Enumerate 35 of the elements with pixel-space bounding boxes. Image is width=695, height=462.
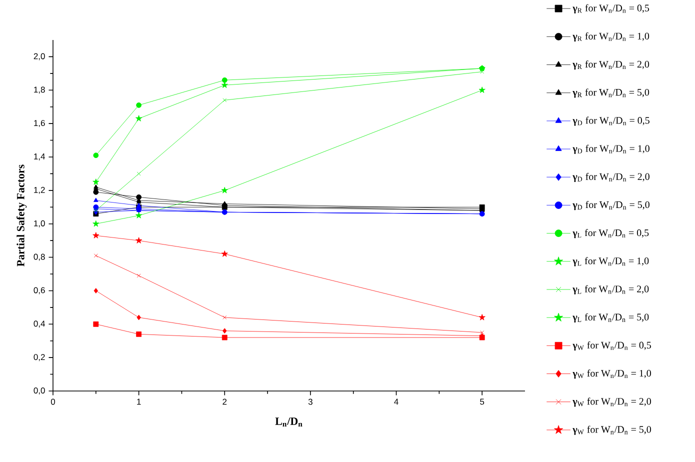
y-tick-label: 1,0 bbox=[34, 220, 45, 228]
x-tick-label: 1 bbox=[137, 398, 141, 405]
y-tick-label: 0,2 bbox=[34, 354, 45, 362]
y-tick-label: 0,6 bbox=[34, 287, 45, 294]
legend-label: γ$_{L}$ for W$_{n}$/D$_{n}$ = 5,0 bbox=[572, 313, 649, 322]
legend-label: γ$_{R}$ for W$_{n}$/D$_{n}$ = 1,0 bbox=[572, 32, 650, 42]
legend-label: γ$_{D}$ for W$_{n}$/D$_{n}$ = 2,0 bbox=[572, 172, 650, 182]
legend-label: γ$_{D}$ for W$_{n}$/D$_{n}$ = 0,5 bbox=[572, 116, 650, 126]
x-tick-label: 5 bbox=[480, 398, 484, 405]
x-tick-label: 3 bbox=[308, 398, 312, 405]
legend-label: γ$_{R}$ for W$_{n}$/D$_{n}$ = 2,0 bbox=[572, 60, 650, 70]
legend-label: γ$_{R}$ for W$_{n}$/D$_{n}$ = 0,5 bbox=[572, 4, 650, 14]
x-tick-label: 0 bbox=[50, 398, 56, 405]
y-tick-label: 2,0 bbox=[34, 53, 45, 60]
x-tick-label: 2 bbox=[222, 398, 227, 405]
y-tick-label: 1,8 bbox=[34, 86, 45, 94]
legend-label: γ$_{W}$ for W$_{n}$/D$_{n}$ = 2,0 bbox=[572, 398, 651, 407]
y-tick-label: 0,8 bbox=[34, 254, 45, 261]
legend-label: γ$_{R}$ for W$_{n}$/D$_{n}$ = 5,0 bbox=[572, 88, 650, 98]
text: L$_{n}$/D$_{n}$ bbox=[275, 418, 302, 426]
legend-label: γ$_{L}$ for W$_{n}$/D$_{n}$ = 2,0 bbox=[572, 285, 649, 294]
legend-label: γ$_{W}$ for W$_{n}$/D$_{n}$ = 0,5 bbox=[572, 341, 651, 351]
y-tick-label: 0,0 bbox=[34, 388, 45, 394]
legend-label: γ$_{L}$ for W$_{n}$/D$_{n}$ = 0,5 bbox=[572, 229, 649, 238]
legend-label: γ$_{D}$ for W$_{n}$/D$_{n}$ = 5,0 bbox=[572, 200, 650, 210]
legend-label: γ$_{L}$ for W$_{n}$/D$_{n}$ = 1,0 bbox=[572, 257, 649, 266]
y-tick-label: 0,4 bbox=[34, 320, 45, 328]
y-tick-label: 1,4 bbox=[34, 154, 45, 160]
legend-label: γ$_{W}$ for W$_{n}$/D$_{n}$ = 1,0 bbox=[572, 370, 651, 379]
y-axis-title: Partial Safety Factors bbox=[16, 164, 27, 266]
legend-label: γ$_{D}$ for W$_{n}$/D$_{n}$ = 1,0 bbox=[572, 144, 650, 154]
x-tick-label: 4 bbox=[394, 398, 398, 405]
y-tick-label: 1,6 bbox=[34, 120, 45, 128]
y-tick-label: 1,2 bbox=[34, 186, 45, 194]
legend-label: γ$_{W}$ for W$_{n}$/D$_{n}$ = 5,0 bbox=[572, 426, 651, 435]
